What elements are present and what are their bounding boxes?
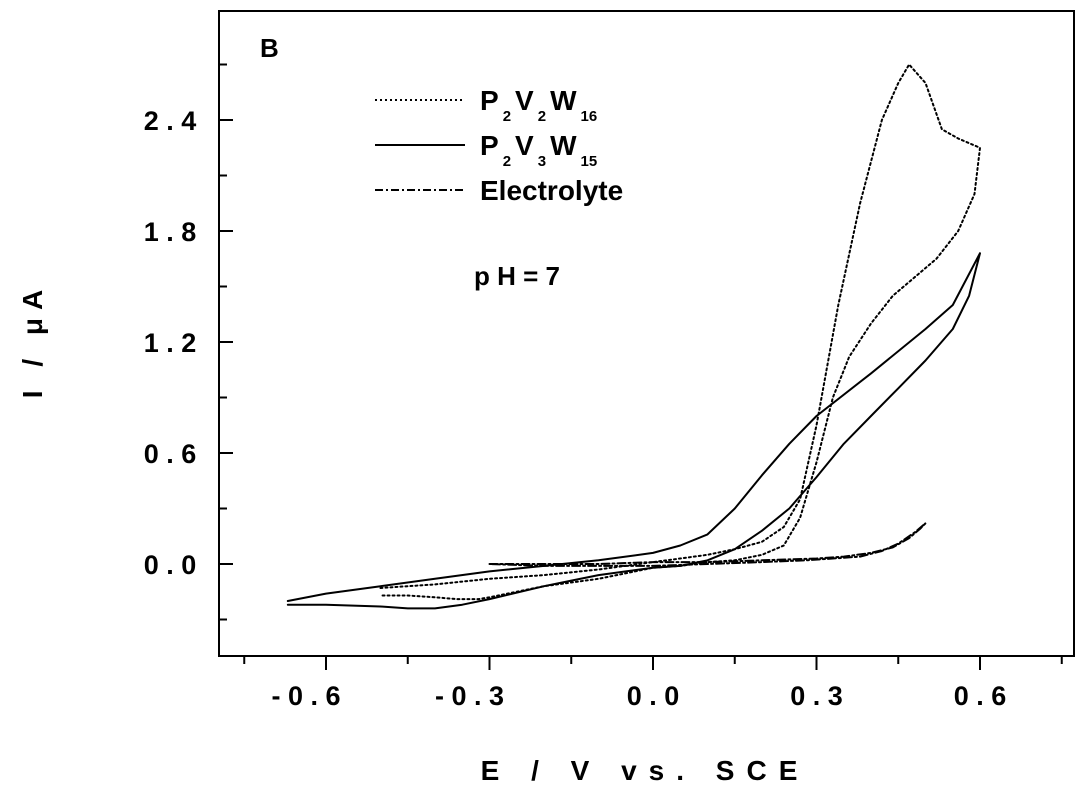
y-tick-label: 1 . 8 (144, 217, 197, 247)
panel-label: B (260, 33, 279, 63)
y-tick-label: 1 . 2 (144, 328, 197, 358)
x-tick-label: 0 . 0 (627, 681, 680, 711)
series-line-electrolyte (488, 522, 927, 567)
legend-label: P2V2W16 (480, 85, 597, 125)
x-tick-label: 0 . 3 (790, 681, 843, 711)
axis-ticks (219, 63, 1063, 670)
x-axis-title: E / V vs. SCE (481, 755, 810, 786)
x-tick-label: - 0 . 3 (435, 681, 504, 711)
series-line-p2v2w16 (379, 63, 981, 601)
y-tick-label: 0 . 0 (144, 550, 197, 580)
legend: P2V2W16 P2V3W15 Electrolyte (375, 85, 623, 206)
series-line-p2v3w15 (286, 252, 981, 610)
ph-annotation: p H = 7 (474, 261, 560, 291)
y-tick-label: 0 . 6 (144, 439, 197, 469)
y-tick-label: 2 . 4 (144, 106, 197, 136)
x-tick-label: - 0 . 6 (271, 681, 340, 711)
y-axis-title: I / μA (17, 282, 48, 398)
series-layer (286, 63, 981, 610)
legend-label: P2V3W15 (480, 130, 597, 170)
x-tick-label: 0 . 6 (954, 681, 1007, 711)
legend-label: Electrolyte (480, 175, 623, 206)
axis-tick-labels: - 0 . 6 - 0 . 3 0 . 0 0 . 3 0 . 6 0 . 0 0 . 6 1… (144, 106, 1007, 711)
plot-frame (218, 10, 1075, 657)
